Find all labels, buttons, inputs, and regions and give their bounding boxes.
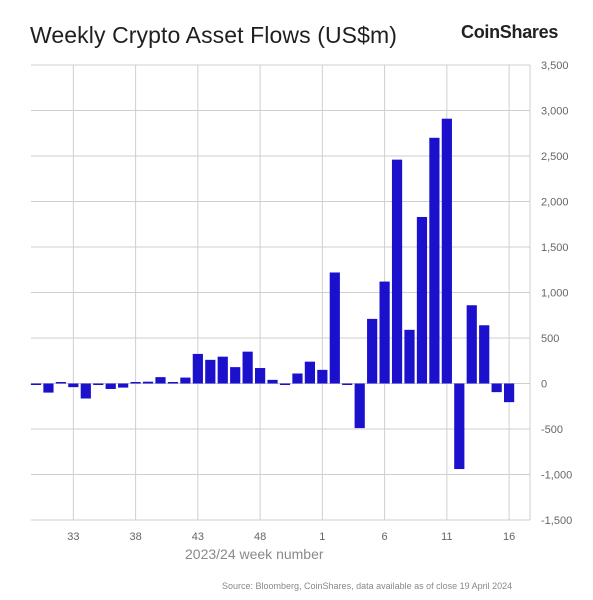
- bar: [180, 377, 191, 384]
- bar: [429, 137, 440, 384]
- bar: [142, 381, 154, 384]
- bar: [504, 383, 515, 403]
- bar: [167, 382, 179, 384]
- x-tick-label: 48: [254, 531, 266, 543]
- bars-group: [30, 118, 515, 470]
- y-tick-label: -1,000: [541, 470, 572, 482]
- y-tick-label: 0: [541, 379, 547, 391]
- bar: [43, 383, 54, 393]
- bar: [192, 353, 203, 384]
- bar: [416, 216, 428, 384]
- bar: [379, 281, 390, 384]
- y-tick-label: 500: [541, 333, 559, 345]
- y-axis-ticks: 3,500 3,000 2,500 2,000 1,500 1,000 500 0 -500 -1…: [541, 60, 572, 527]
- bar: [217, 356, 228, 384]
- bar: [441, 118, 452, 384]
- bar: [279, 383, 291, 385]
- x-tick-label: 38: [129, 531, 141, 543]
- bar: [255, 368, 266, 384]
- chart-title: Weekly Crypto Asset Flows (US$m): [30, 22, 398, 48]
- bar: [130, 382, 141, 384]
- y-tick-label: 3,500: [541, 60, 569, 72]
- bar: [454, 383, 465, 470]
- bar: [30, 383, 42, 385]
- bar: [479, 325, 490, 384]
- bar: [55, 382, 66, 384]
- y-tick-label: 2,500: [541, 151, 569, 163]
- bar: [118, 383, 129, 388]
- y-tick-label: 3,000: [541, 106, 569, 118]
- bar: [466, 305, 477, 384]
- x-axis-label: 2023/24 week number: [185, 546, 324, 562]
- bar: [230, 367, 241, 384]
- bar: [155, 377, 166, 384]
- y-tick-label: 1,000: [541, 288, 569, 300]
- y-tick-label: -500: [541, 424, 563, 436]
- bar: [80, 383, 91, 399]
- x-tick-label: 1: [319, 531, 325, 543]
- bar: [404, 329, 415, 384]
- bar: [367, 318, 378, 384]
- y-tick-label: 1,500: [541, 242, 569, 254]
- bar: [304, 361, 315, 384]
- bar: [491, 383, 502, 393]
- brand-logo: CoinShares: [461, 22, 559, 42]
- x-tick-label: 11: [441, 531, 452, 543]
- bar: [329, 272, 340, 384]
- y-tick-label: -1,500: [541, 515, 572, 527]
- bar: [342, 383, 353, 385]
- y-tick-label: 2,000: [541, 197, 569, 209]
- bar: [68, 383, 79, 388]
- source-note: Source: Bloomberg, CoinShares, data avai…: [222, 581, 513, 591]
- bar: [292, 373, 303, 384]
- x-tick-label: 16: [503, 531, 515, 543]
- x-tick-label: 6: [382, 531, 388, 543]
- x-tick-label: 43: [192, 531, 204, 543]
- bar: [391, 159, 403, 384]
- x-axis-ticks: 33 38 43 48 1 6 11 16: [67, 531, 515, 543]
- bar: [93, 383, 104, 385]
- bar: [242, 351, 253, 384]
- bar: [267, 379, 278, 384]
- x-tick-label: 33: [67, 531, 79, 543]
- bar: [205, 359, 216, 384]
- bar: [317, 369, 328, 384]
- bar: [105, 383, 116, 389]
- bar: [354, 383, 365, 429]
